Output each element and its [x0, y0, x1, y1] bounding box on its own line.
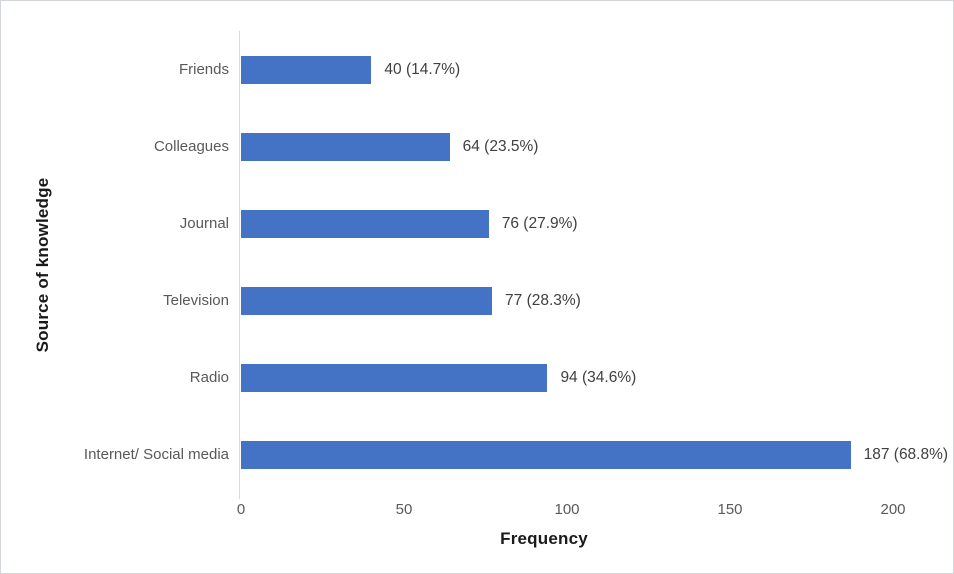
data-label-internet-social-media: 187 (68.8%) — [863, 445, 949, 463]
x-tick-label-200: 200 — [880, 501, 906, 518]
category-label-television: Television — [163, 292, 229, 309]
bar-internet-social-media — [241, 440, 851, 469]
y-axis-line — [239, 31, 240, 499]
category-label-colleagues: Colleagues — [153, 138, 229, 155]
x-tick-label-0: 0 — [236, 501, 246, 518]
data-label-radio: 94 (34.6%) — [560, 368, 637, 386]
x-axis-title: Frequency — [500, 529, 588, 548]
category-label-journal: Journal — [179, 215, 229, 232]
x-tick-label-50: 50 — [395, 501, 413, 518]
category-label-friends: Friends — [178, 61, 229, 78]
category-label-radio: Radio — [189, 369, 229, 386]
data-label-colleagues: 64 (23.5%) — [462, 137, 539, 155]
data-label-television: 77 (28.3%) — [505, 291, 581, 309]
category-label-internet-social-media: Internet/ Social media — [83, 446, 229, 463]
bar-journal — [241, 209, 489, 238]
data-label-journal: 76 (27.9%) — [501, 214, 578, 232]
bar-television — [241, 286, 493, 315]
data-label-friends: 40 (14.7%) — [384, 60, 461, 78]
x-tick-label-150: 150 — [717, 501, 743, 518]
bar-colleagues — [241, 132, 450, 161]
x-tick-label-100: 100 — [554, 501, 580, 518]
bar-friends — [241, 55, 372, 84]
bar-radio — [241, 363, 548, 392]
